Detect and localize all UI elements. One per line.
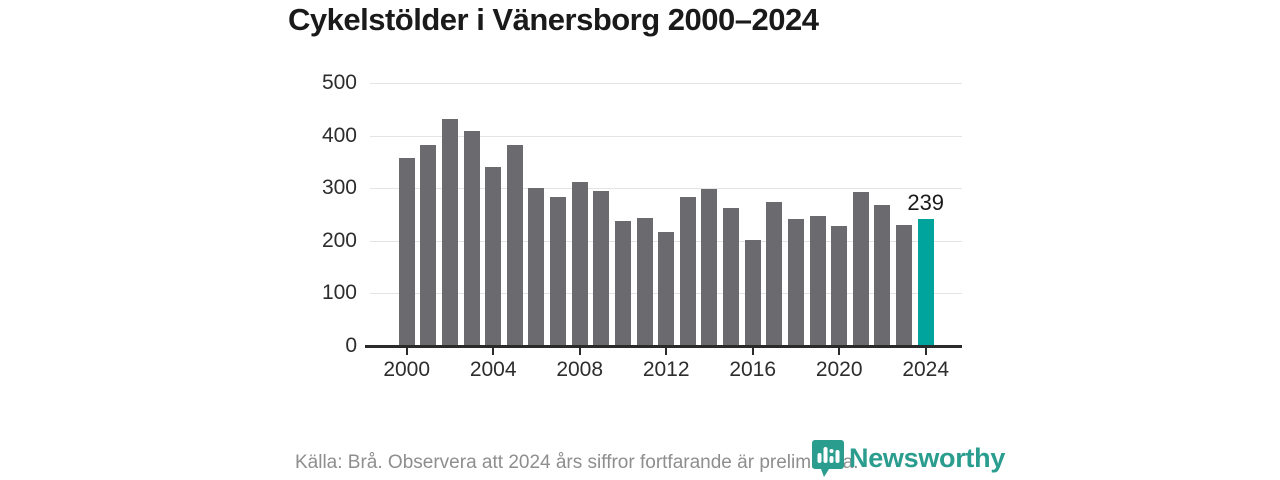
bar-2007: [550, 196, 567, 345]
x-axis-line: [365, 345, 962, 348]
y-tick-label-500: 500: [321, 71, 357, 94]
bar-2005: [506, 144, 523, 345]
x-axis-tick-2008: [578, 348, 581, 355]
bar-2023: [896, 225, 913, 345]
bar-2012: [658, 232, 675, 345]
newsworthy-badge-icon: [812, 440, 844, 480]
x-tick-label-2024: 2024: [902, 358, 950, 381]
bar-2013: [679, 196, 696, 345]
bar-2008: [571, 182, 588, 345]
x-tick-label-2012: 2012: [642, 358, 690, 381]
bar-2018: [787, 218, 804, 345]
y-tick-label-200: 200: [321, 228, 357, 252]
bar-2017: [766, 201, 783, 345]
bar-chart-plot-area: 0 100 200 300 400 500 239 2000 2004 2008 2012 2016 2…: [322, 71, 962, 381]
bar-2022: [874, 205, 891, 345]
bar-2006: [528, 188, 545, 345]
bar-2003: [463, 131, 480, 345]
x-tick-label-2016: 2016: [729, 358, 777, 381]
x-tick-label-2004: 2004: [469, 358, 517, 381]
bar-2024: [917, 219, 934, 345]
x-axis-tick-2012: [665, 348, 668, 355]
x-tick-label-2020: 2020: [815, 358, 863, 381]
bar-2014: [701, 189, 718, 345]
y-tick-label-0: 0: [345, 334, 357, 357]
x-axis-tick-2020: [838, 348, 841, 355]
bar-2001: [420, 144, 437, 345]
bar-2010: [614, 220, 631, 345]
newsworthy-logo: Newsworthy: [812, 440, 1005, 480]
x-axis-tick-2000: [405, 348, 408, 355]
y-tick-label-100: 100: [321, 281, 357, 305]
x-axis-tick-2004: [492, 348, 495, 355]
y-tick-label-300: 300: [321, 176, 357, 200]
newsworthy-logo-text: Newsworthy: [849, 443, 1006, 473]
x-axis-tick-2016: [751, 348, 754, 355]
chart-title: Cykelstölder i Vänersborg 2000–2024: [288, 2, 819, 37]
gridline-400: [370, 135, 962, 137]
bar-value-label: 239: [907, 190, 945, 216]
bar-2020: [831, 225, 848, 345]
x-axis-tick-2024: [924, 348, 927, 355]
x-tick-label-2008: 2008: [556, 358, 604, 381]
gridline-300: [370, 188, 962, 190]
bar-2004: [485, 167, 502, 345]
bar-2011: [636, 218, 653, 345]
bar-2019: [809, 215, 826, 345]
x-tick-label-2000: 2000: [383, 358, 431, 381]
source-note: Källa: Brå. Observera att 2024 års siffr…: [295, 452, 859, 473]
bar-2016: [744, 239, 761, 345]
bar-2021: [852, 192, 869, 345]
bar-2015: [723, 207, 740, 345]
y-tick-label-400: 400: [321, 123, 357, 147]
gridline-500: [370, 83, 962, 84]
bar-2000: [398, 157, 415, 345]
bar-2002: [441, 118, 458, 345]
bar-2009: [593, 190, 610, 345]
